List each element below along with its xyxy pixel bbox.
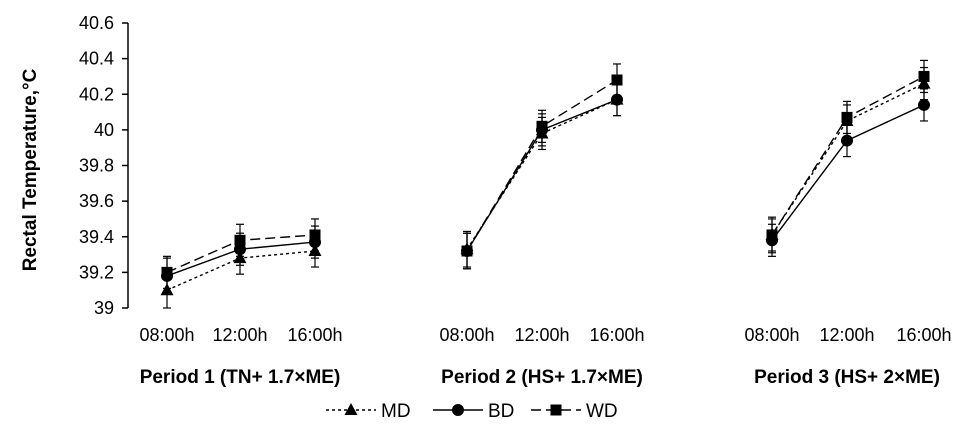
data-point xyxy=(234,234,246,246)
series-line-wd xyxy=(771,75,925,236)
series-line-wd xyxy=(466,79,618,252)
legend-label: MD xyxy=(381,401,411,422)
data-point xyxy=(161,266,173,278)
group-label: Period 1 (TN+ 1.7×ME) xyxy=(140,367,341,388)
data-point xyxy=(918,98,930,111)
series-line-md xyxy=(771,82,925,236)
y-tick-label: 39.6 xyxy=(79,191,114,211)
y-axis-title: Rectal Temperature,°C xyxy=(20,68,41,271)
series-md xyxy=(160,66,931,309)
y-tick-label: 40 xyxy=(94,120,114,140)
x-axis: 08:00h 12:00h 16:00h Period 1 (TN+ 1.7×ME) 0… xyxy=(139,325,951,388)
y-tick-label: 40.4 xyxy=(79,49,114,69)
series-wd xyxy=(161,59,930,290)
data-point xyxy=(918,70,930,82)
y-tick-label: 39.8 xyxy=(79,156,114,176)
y-tick-label: 40.6 xyxy=(79,13,114,33)
y-tick-label: 39.2 xyxy=(79,262,114,282)
data-point xyxy=(841,134,853,147)
x-tick-label: 08:00h xyxy=(439,325,494,345)
series-layer xyxy=(160,59,931,309)
data-point xyxy=(309,229,321,241)
group-label: Period 2 (HS+ 1.7×ME) xyxy=(441,367,643,388)
data-point xyxy=(611,74,623,86)
data-point xyxy=(766,229,778,241)
series-line-md xyxy=(466,98,618,250)
group-label: Period 3 (HS+ 2×ME) xyxy=(754,367,940,388)
series-bd xyxy=(161,82,930,295)
y-tick-label: 39.4 xyxy=(79,227,114,247)
y-tick-label: 40.2 xyxy=(79,84,114,104)
y-tick-label: 39 xyxy=(94,298,114,318)
x-tick-label: 16:00h xyxy=(896,325,951,345)
legend-marker xyxy=(550,404,562,416)
x-tick-label: 12:00h xyxy=(212,325,267,345)
data-point xyxy=(841,111,853,123)
legend-marker xyxy=(452,404,464,416)
legend-label: BD xyxy=(488,401,514,422)
data-point xyxy=(461,245,473,257)
x-tick-label: 16:00h xyxy=(287,325,342,345)
x-tick-label: 12:00h xyxy=(514,325,569,345)
legend-label: WD xyxy=(586,401,618,422)
y-axis: 39 39.2 39.4 39.6 39.8 40 40.2 40.4 40.6 xyxy=(79,13,129,318)
x-tick-label: 12:00h xyxy=(819,325,874,345)
data-point xyxy=(536,120,548,132)
x-tick-label: 08:00h xyxy=(744,325,799,345)
x-tick-label: 08:00h xyxy=(139,325,194,345)
x-tick-label: 16:00h xyxy=(589,325,644,345)
legend: MD BD WD xyxy=(326,401,618,422)
legend-marker xyxy=(344,403,358,415)
